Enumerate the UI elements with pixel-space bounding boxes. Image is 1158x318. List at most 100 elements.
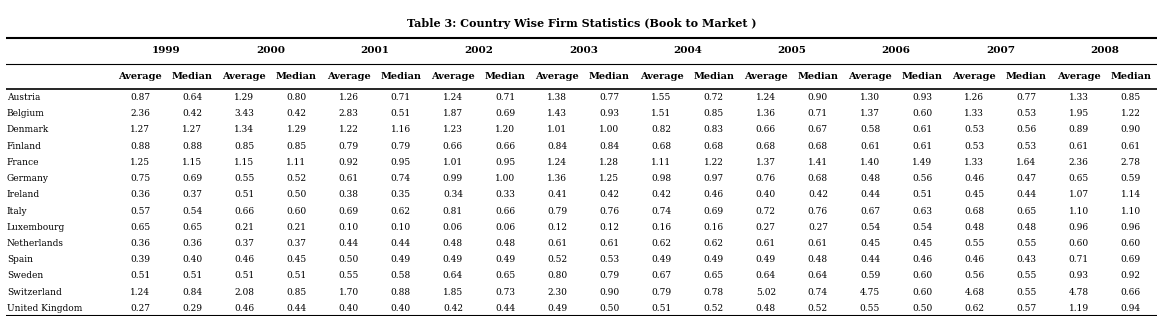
Text: 0.57: 0.57 [130,206,151,216]
Text: United Kingdom: United Kingdom [7,304,82,313]
Text: 0.49: 0.49 [756,255,776,264]
Text: 0.48: 0.48 [1017,223,1036,232]
Text: 0.92: 0.92 [1121,271,1141,280]
Text: 1.25: 1.25 [130,158,151,167]
Text: 1.15: 1.15 [182,158,203,167]
Text: 0.55: 0.55 [338,271,359,280]
Text: 2.36: 2.36 [1069,158,1089,167]
Text: 1.24: 1.24 [548,158,567,167]
Text: 0.95: 0.95 [390,158,411,167]
Text: 0.46: 0.46 [965,255,984,264]
Text: 0.52: 0.52 [286,174,307,183]
Text: 0.51: 0.51 [651,304,672,313]
Text: 0.45: 0.45 [913,239,932,248]
Text: 2003: 2003 [569,46,598,55]
Text: 0.85: 0.85 [1121,93,1141,102]
Text: 1.07: 1.07 [1069,190,1089,199]
Text: 1.29: 1.29 [234,93,255,102]
Text: 0.65: 0.65 [182,223,203,232]
Text: 0.89: 0.89 [1069,126,1089,135]
Text: 0.40: 0.40 [338,304,359,313]
Text: 0.49: 0.49 [547,304,567,313]
Text: 0.69: 0.69 [704,206,724,216]
Text: Austria: Austria [7,93,41,102]
Text: 1.10: 1.10 [1121,206,1141,216]
Text: 0.68: 0.68 [965,206,984,216]
Text: 0.88: 0.88 [390,287,411,297]
Text: 0.62: 0.62 [652,239,672,248]
Text: 0.48: 0.48 [808,255,828,264]
Text: 0.63: 0.63 [913,206,932,216]
Text: 1.20: 1.20 [496,126,515,135]
Text: 0.48: 0.48 [860,174,880,183]
Text: 0.74: 0.74 [390,174,411,183]
Text: Average: Average [953,72,996,81]
Text: 0.85: 0.85 [286,287,307,297]
Text: 0.49: 0.49 [704,255,724,264]
Text: 0.66: 0.66 [756,126,776,135]
Text: 0.35: 0.35 [390,190,411,199]
Text: 0.51: 0.51 [182,271,203,280]
Text: 0.48: 0.48 [965,223,984,232]
Text: 0.61: 0.61 [913,142,932,151]
Text: 0.40: 0.40 [390,304,411,313]
Text: 0.53: 0.53 [1017,109,1036,118]
Text: 0.73: 0.73 [496,287,515,297]
Text: 0.62: 0.62 [390,206,411,216]
Text: 1.01: 1.01 [442,158,463,167]
Text: 1.11: 1.11 [286,158,307,167]
Text: Denmark: Denmark [7,126,49,135]
Text: 0.61: 0.61 [547,239,567,248]
Text: 0.71: 0.71 [1069,255,1089,264]
Text: 1.24: 1.24 [756,93,776,102]
Text: 1.33: 1.33 [965,109,984,118]
Text: 0.72: 0.72 [756,206,776,216]
Text: 0.85: 0.85 [234,142,255,151]
Text: 0.45: 0.45 [860,239,880,248]
Text: 1.38: 1.38 [548,93,567,102]
Text: 1.19: 1.19 [1069,304,1089,313]
Text: 0.60: 0.60 [1069,239,1089,248]
Text: 1.28: 1.28 [600,158,620,167]
Text: 0.61: 0.61 [600,239,620,248]
Text: Median: Median [902,72,943,81]
Text: 0.10: 0.10 [390,223,411,232]
Text: 0.69: 0.69 [182,174,203,183]
Text: 1999: 1999 [152,46,181,55]
Text: 0.57: 0.57 [1017,304,1036,313]
Text: 0.16: 0.16 [704,223,724,232]
Text: 0.60: 0.60 [913,287,932,297]
Text: 0.51: 0.51 [913,190,932,199]
Text: 2001: 2001 [360,46,389,55]
Text: 0.42: 0.42 [286,109,307,118]
Text: 0.49: 0.49 [652,255,672,264]
Text: 0.29: 0.29 [182,304,203,313]
Text: 1.49: 1.49 [913,158,932,167]
Text: 0.77: 0.77 [1017,93,1036,102]
Text: Median: Median [171,72,213,81]
Text: Table 3: Country Wise Firm Statistics (Book to Market ): Table 3: Country Wise Firm Statistics (B… [406,18,756,29]
Text: 0.66: 0.66 [442,142,463,151]
Text: 0.66: 0.66 [1121,287,1141,297]
Text: 0.55: 0.55 [1017,271,1036,280]
Text: 0.54: 0.54 [860,223,880,232]
Text: 0.64: 0.64 [442,271,463,280]
Text: 0.64: 0.64 [182,93,203,102]
Text: 4.75: 4.75 [860,287,880,297]
Text: 0.42: 0.42 [182,109,203,118]
Text: 0.88: 0.88 [130,142,151,151]
Text: 2000: 2000 [256,46,285,55]
Text: 0.85: 0.85 [704,109,724,118]
Text: 0.53: 0.53 [1017,142,1036,151]
Text: 0.82: 0.82 [652,126,672,135]
Text: 0.54: 0.54 [913,223,932,232]
Text: 0.69: 0.69 [1121,255,1141,264]
Text: 0.16: 0.16 [652,223,672,232]
Text: Luxembourg: Luxembourg [7,223,65,232]
Text: 1.15: 1.15 [234,158,255,167]
Text: 0.74: 0.74 [808,287,828,297]
Text: 2007: 2007 [985,46,1014,55]
Text: 0.60: 0.60 [913,271,932,280]
Text: 0.59: 0.59 [860,271,880,280]
Text: 0.27: 0.27 [130,304,151,313]
